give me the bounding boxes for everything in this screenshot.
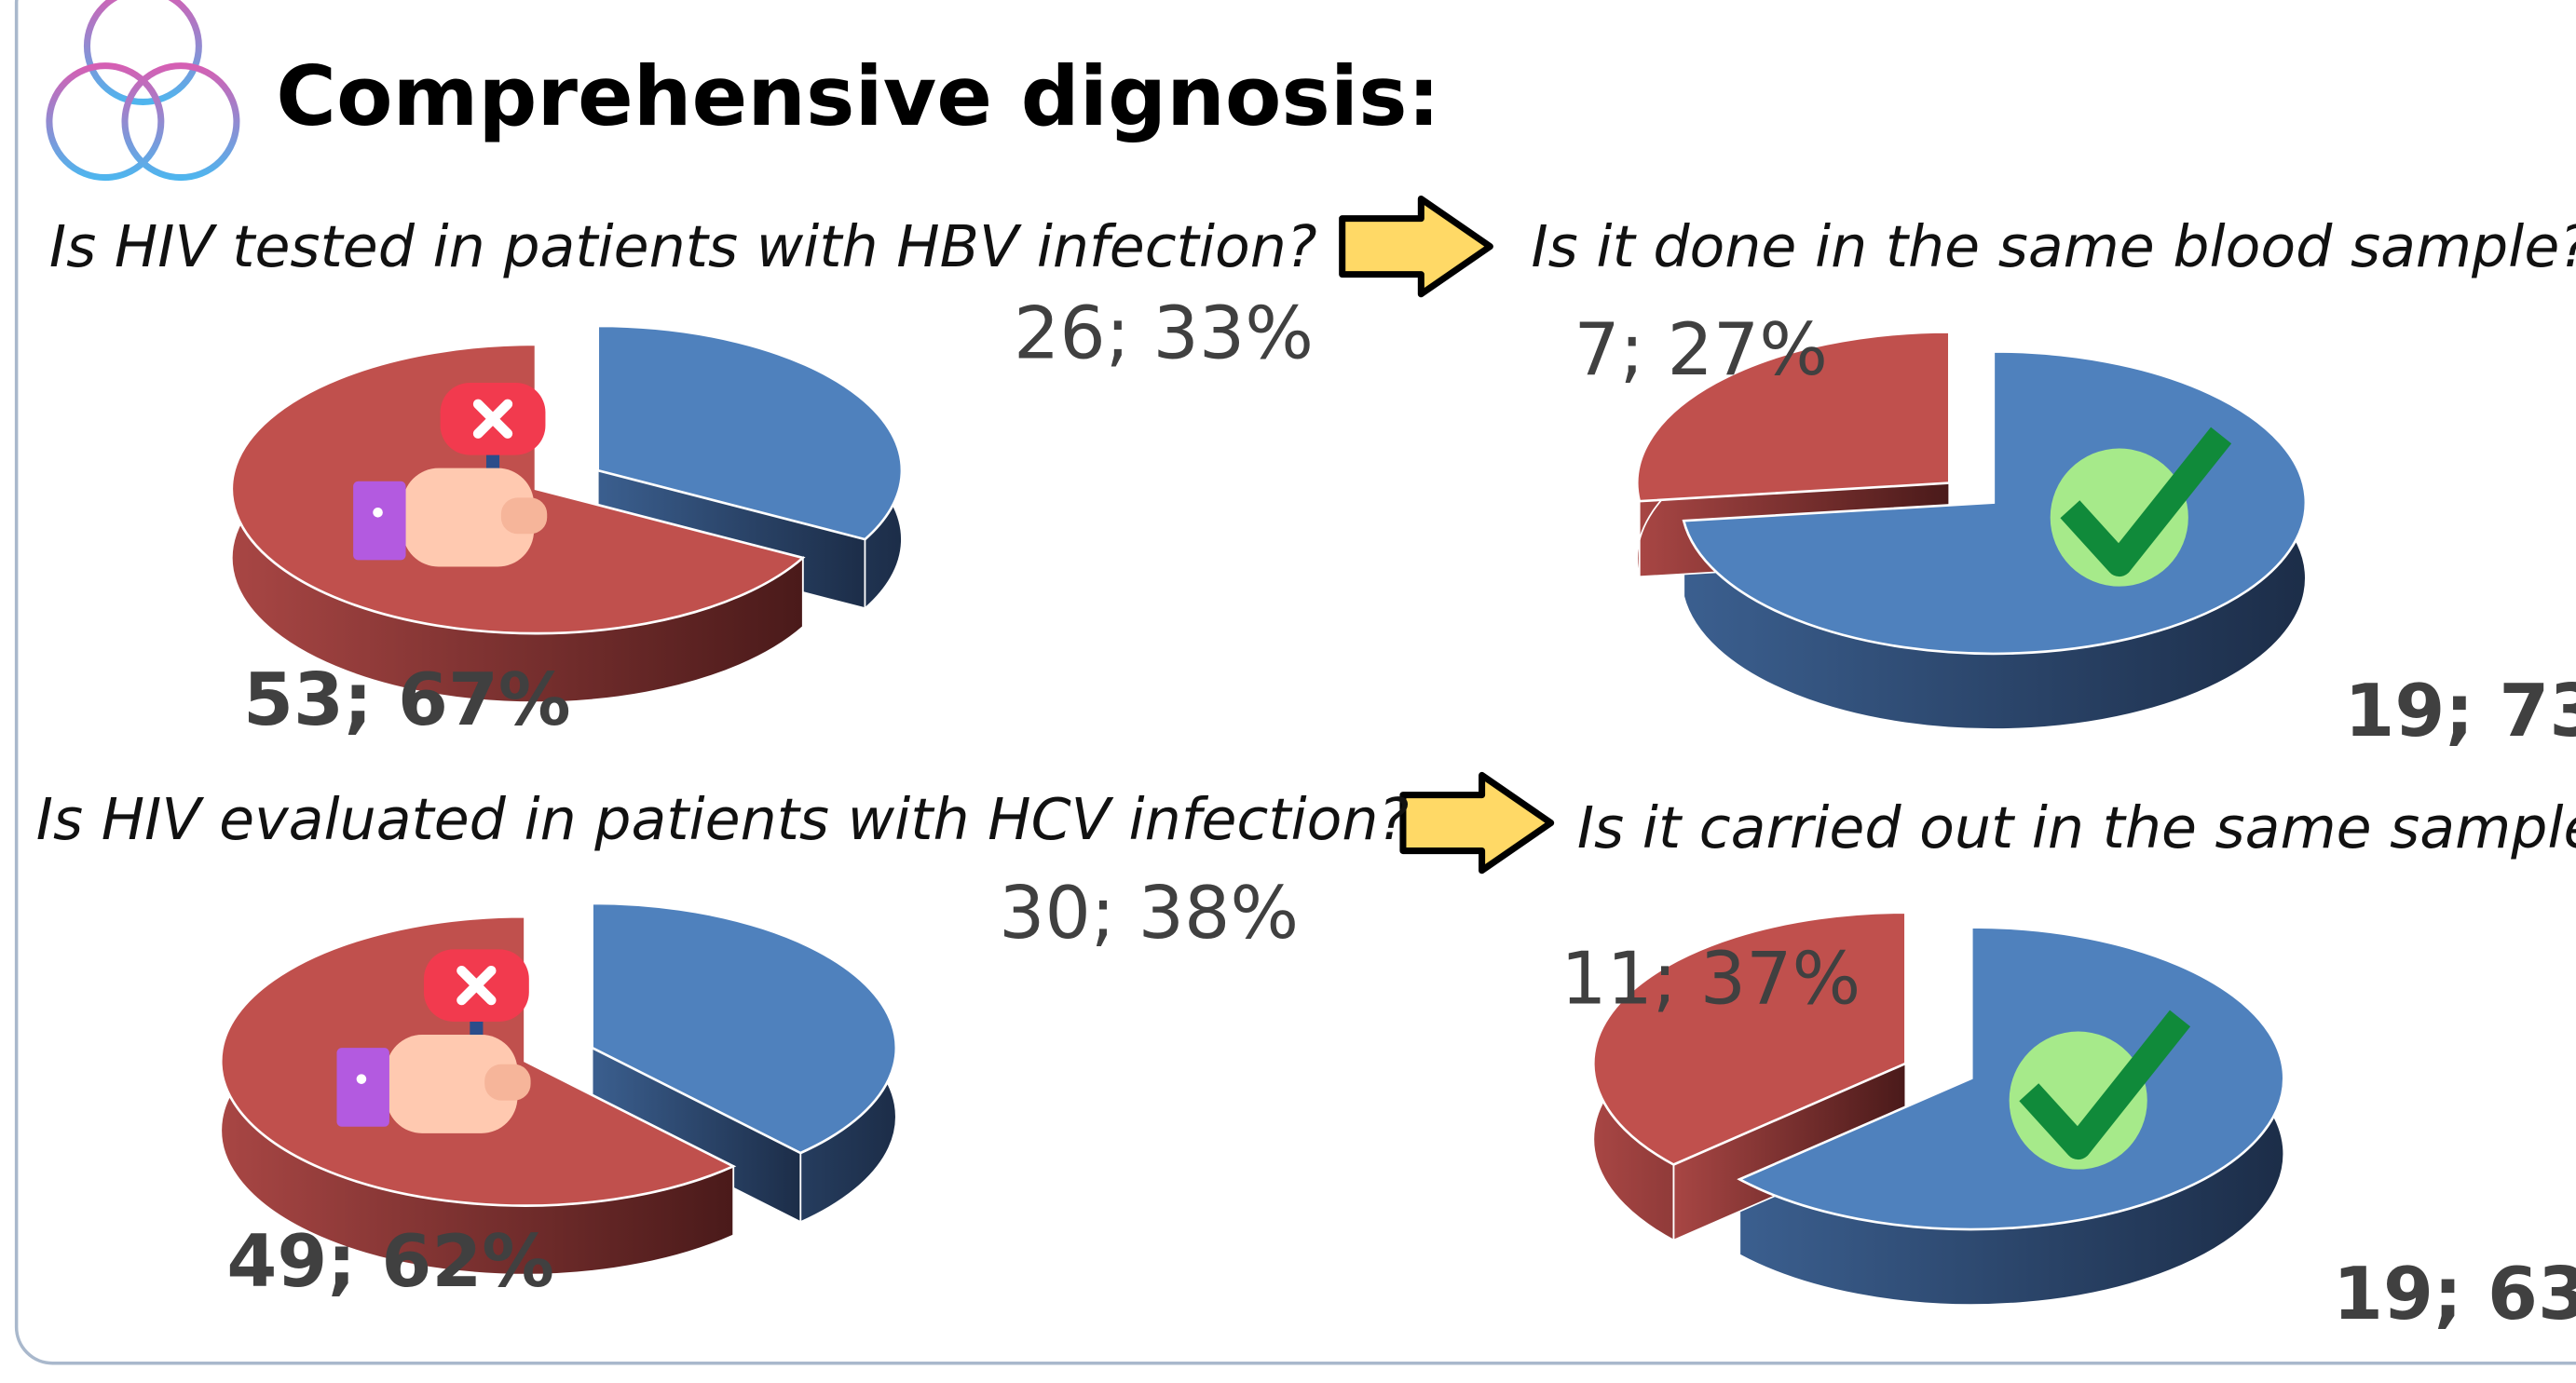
logo: [49, 0, 237, 178]
arrow-icon: [1343, 198, 1491, 293]
data-label: 30; 38%: [999, 872, 1299, 956]
chart-title: Is HIV evaluated in patients with HCV in…: [36, 786, 1409, 853]
data-label: 53; 67%: [243, 658, 571, 742]
page-title: Comprehensive dignosis:: [276, 48, 1440, 144]
data-label: 19; 63%: [2333, 1253, 2576, 1336]
data-label: 26; 33%: [1014, 292, 1314, 376]
data-label: 49; 62%: [226, 1220, 554, 1304]
data-label: 11; 37%: [1561, 938, 1860, 1022]
page: Comprehensive dignosis: Is HIV tested in…: [0, 0, 2576, 1383]
chart: Comprehensive dignosis: Is HIV tested in…: [0, 0, 2576, 1383]
chart-title: Is it carried out in the same sample?: [1577, 794, 2576, 861]
hand-finger: [484, 1064, 530, 1101]
chart-title: Is HIV tested in patients with HBV infec…: [49, 213, 1317, 280]
button: [357, 1074, 367, 1084]
data-label: 7; 27%: [1574, 308, 1828, 392]
sleeve: [353, 481, 405, 561]
data-label: 19; 73%: [2344, 670, 2576, 753]
chart-title: Is it done in the same blood sample?: [1531, 213, 2576, 280]
sleeve: [336, 1048, 388, 1127]
button: [373, 508, 383, 518]
arrow-icon: [1403, 775, 1551, 870]
hand-finger: [501, 497, 547, 534]
